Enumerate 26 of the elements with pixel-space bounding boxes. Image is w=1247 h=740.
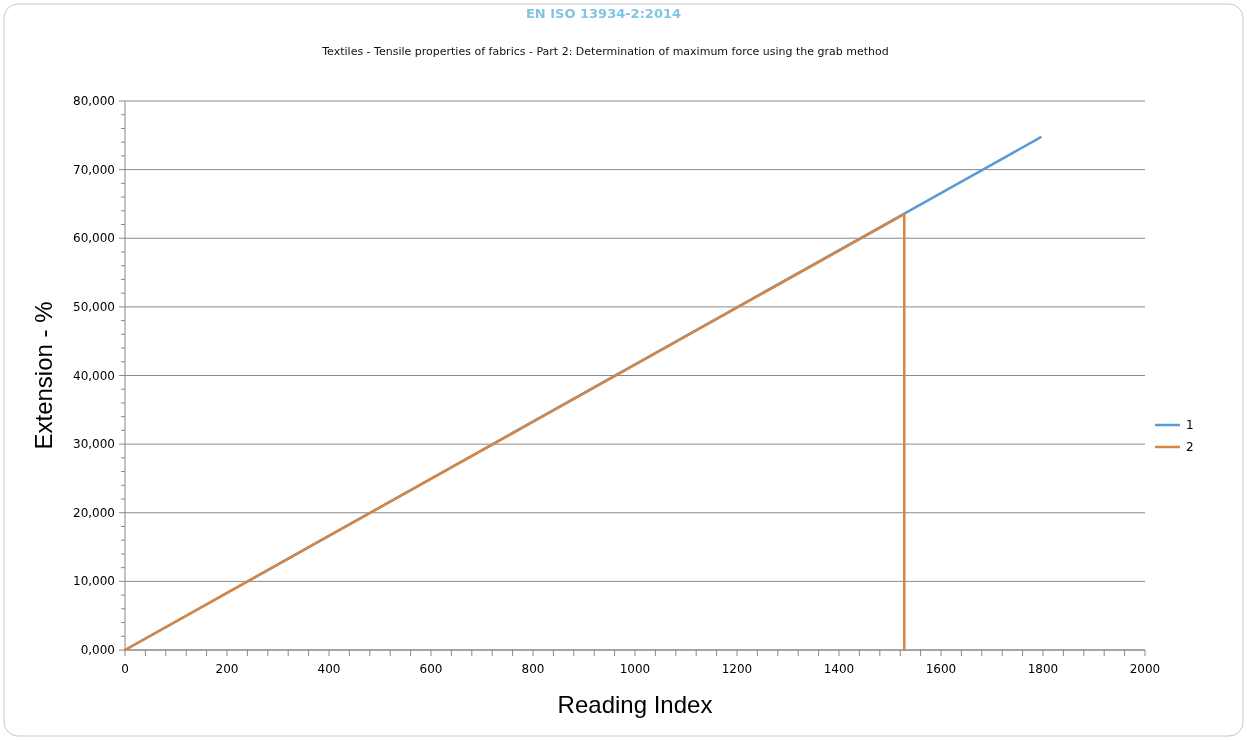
y-tick-label: 50,000 (73, 299, 115, 314)
y-tick-label: 60,000 (73, 231, 115, 246)
legend-label: 1 (1186, 418, 1194, 432)
chart-subtitle: Textiles - Tensile properties of fabrics - Part 2: Determination of maximum force using the grab method (321, 45, 889, 58)
x-tick-label: 1400 (823, 662, 855, 676)
y-tick-label: 80,000 (73, 94, 115, 108)
x-tick-label: 1000 (619, 662, 651, 676)
x-tick-label: 200 (215, 662, 239, 676)
x-tick-label: 1600 (925, 662, 957, 676)
x-tick-label: 600 (419, 662, 443, 676)
x-tick-label: 2000 (1129, 662, 1161, 676)
y-tick-label: 10,000 (73, 574, 115, 589)
x-tick-label: 1200 (721, 662, 753, 676)
x-tick-label: 1800 (1027, 662, 1059, 676)
y-axis-title: Extension - % (30, 301, 57, 450)
x-tick-label: 0 (121, 662, 129, 676)
y-tick-label: 40,000 (73, 368, 115, 383)
y-tick-label: 70,000 (73, 162, 115, 177)
x-axis-title: Reading Index (557, 691, 713, 718)
legend-label: 2 (1186, 440, 1194, 454)
y-tick-label: 0,000 (80, 643, 115, 657)
x-tick-label: 800 (521, 662, 545, 676)
x-tick-label: 400 (317, 662, 341, 676)
chart-title: EN ISO 13934-2:2014 (525, 6, 682, 21)
y-tick-label: 20,000 (73, 505, 115, 520)
y-tick-label: 30,000 (73, 437, 115, 452)
